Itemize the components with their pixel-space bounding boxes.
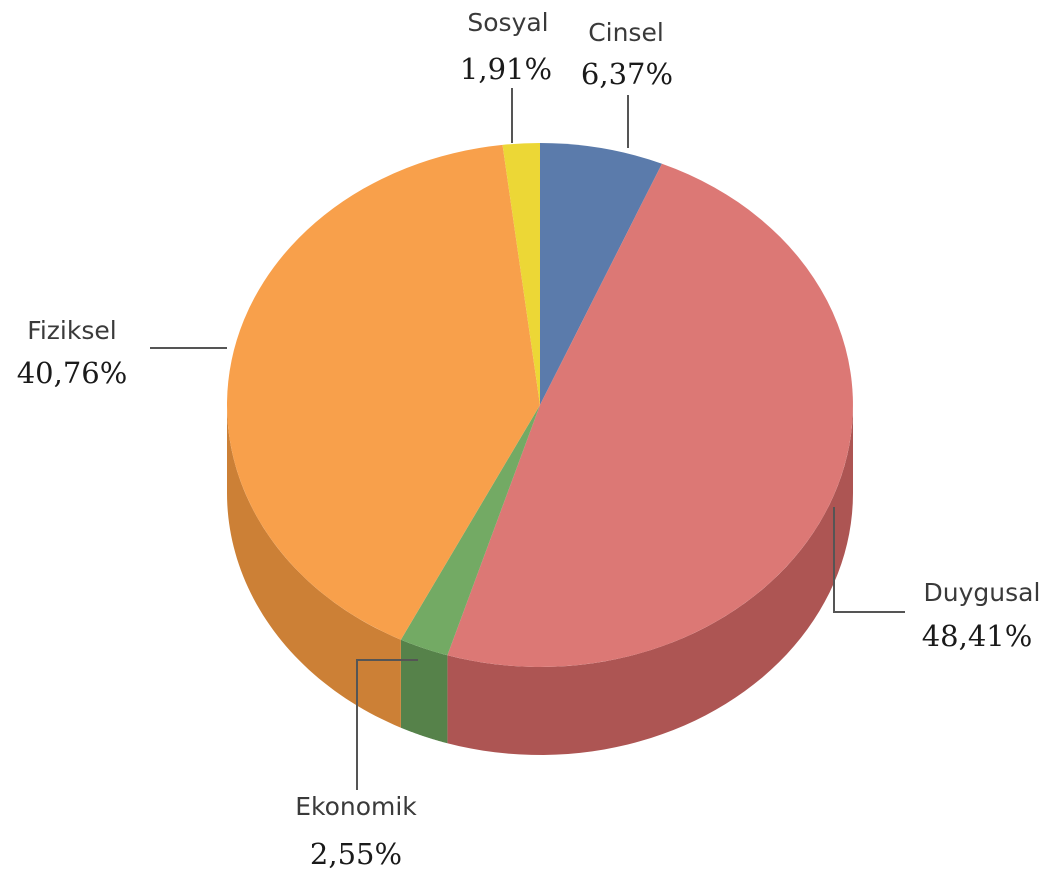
pie-side-fiziksel [227,405,401,728]
leader-lines [150,88,905,790]
pie-slice-sosyal [502,143,540,405]
pie-top [226,143,853,667]
leader-line-duygusal [833,507,905,613]
slice-value-cinsel: 6,37% [581,57,673,91]
pie-side-duygusal [447,405,853,755]
slice-value-sosyal: 1,91% [460,52,552,86]
pie-side-wall [227,405,853,755]
leader-line-ekonomik [356,659,418,790]
slice-value-ekonomik: 2,55% [310,837,402,871]
slice-label-fiziksel: Fiziksel [27,316,116,345]
slice-label-ekonomik: Ekonomik [295,792,417,821]
pie-slice-cinsel [540,143,662,405]
pie-slice-duygusal [447,163,853,667]
slice-label-duygusal: Duygusal [924,578,1041,607]
slice-value-duygusal: 48,41% [922,619,1033,653]
pie-slice-ekonomik [400,405,540,656]
slice-value-fiziksel: 40,76% [17,356,128,390]
pie-side-ekonomik [400,639,448,744]
data-labels: Sosyal 1,91% Cinsel 6,37% Fiziksel 40,76… [17,8,1041,871]
pie-slice-fiziksel [226,144,540,640]
slice-label-sosyal: Sosyal [467,8,548,37]
slice-label-cinsel: Cinsel [588,18,664,47]
